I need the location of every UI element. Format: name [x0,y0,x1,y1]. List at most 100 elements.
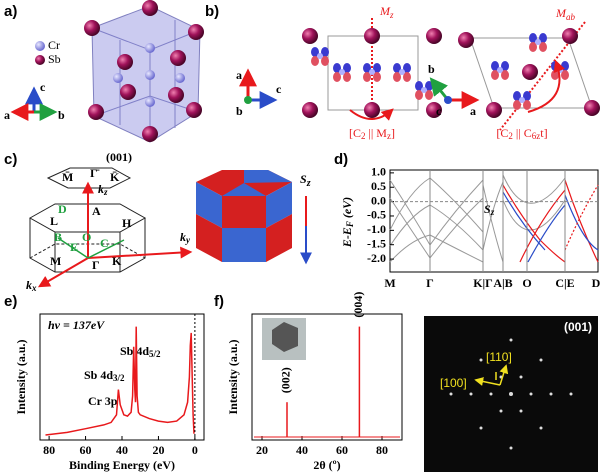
sb-atom [584,100,600,116]
sb-atom [120,84,136,100]
operation-label: [C2 || C6zt] [496,126,547,141]
spin-down-band [502,191,546,251]
spectrum [45,326,195,436]
top-face [244,170,292,183]
sample [272,322,298,352]
spot [509,446,513,450]
high-symmetry-point: Γ̄ [90,166,100,180]
side [196,182,222,228]
cr-atom [175,73,185,83]
sb-atom [186,102,202,118]
k-label: Γ [426,276,434,290]
sb-atom [364,28,380,44]
cr-orbital [311,47,329,66]
sb-atom [486,102,502,118]
axis-label: c [40,80,46,94]
point: A [92,204,101,218]
subscript: z [389,10,394,20]
atoms [458,28,600,118]
subscript: 2 [361,131,366,141]
atoms [302,28,442,118]
panel-label: b) [205,3,219,20]
sb-atom [170,50,186,66]
plot-frame [389,169,599,273]
sb-atom [84,20,100,36]
subscript: y [185,235,191,245]
spin-down-band [564,194,599,251]
band [502,199,566,231]
direction-label: [110] [486,350,512,364]
atoms [84,0,204,142]
point: L [50,214,58,228]
side [222,196,266,228]
point: D [58,202,67,216]
text: Sb 4d [84,368,113,382]
text: Sb 4d [120,344,149,358]
panel-f: f) Intensity (a.u.) 2θ (º) 20 40 60 80 (002)… [214,292,403,472]
y-axis-label: Intensity (a.u.) [226,339,240,414]
subscript: F [345,221,355,228]
cr-atom [145,97,155,107]
text: || C [513,126,532,140]
k-label: kz [98,182,108,197]
text: k [98,182,104,196]
text: || M [366,126,388,140]
panel-d: d) E-EF (eV) Sz 1.00.50.0-0.5-1.0-1.5-2.… [334,151,600,290]
legend-text: Cr [48,38,60,52]
text: M [555,6,567,20]
cr-orbital [491,61,509,80]
high-symmetry-point: K̄ [110,170,120,184]
subscript: x [31,283,37,293]
axis-label: b [58,108,65,122]
spot [479,426,483,430]
subscript: 3/2 [113,373,125,383]
cr-orbital [513,91,531,110]
panel-label: a) [4,3,17,20]
top-face [222,183,266,196]
ky-axis [87,246,193,259]
sb-atom [168,87,184,103]
band [389,234,484,263]
y-tick-label: 1.0 [371,165,386,179]
direction-arrow [499,364,509,386]
subscript: 5/2 [149,349,161,359]
y-tick-label: -2.0 [367,251,386,265]
spot [449,392,453,396]
x-tick-label: 80 [43,443,55,457]
axis-label: c [276,82,282,96]
sb-atom [117,54,133,70]
surface-label: (001) [564,320,592,334]
y-tick-label: -1.5 [367,236,386,250]
legend-cr [35,41,45,51]
band [482,181,504,251]
peak-label: Sb 4d5/2 [120,344,161,359]
cr-orbital [529,33,547,52]
spot [509,392,513,396]
spot [479,358,483,362]
peak-label: (004) [351,292,365,318]
surface-label: (001) [106,150,132,164]
side [266,182,292,228]
cr-orbital [415,81,433,100]
point: H [122,216,132,230]
band [389,177,484,233]
sb-atom [142,126,158,142]
peak-label: Sb 4d3/2 [84,368,125,383]
axis-dot [444,96,452,104]
k-label: K|Γ [473,276,493,290]
axis-label: b [428,62,435,76]
axis-label: a [4,108,10,122]
spot [529,392,533,396]
bands [389,174,566,263]
spin-prism [196,170,292,262]
sb-atom [142,0,158,16]
y-axis-label: E-EF (eV) [340,197,355,248]
bz-sides [29,218,146,273]
axis-dot [244,96,252,104]
annotation: hν = 137eV [48,318,105,332]
spin-label: Sz [484,202,495,217]
operation-arrow [349,108,394,121]
k-label: A|B [493,276,512,290]
subscript: 2 [508,131,513,141]
